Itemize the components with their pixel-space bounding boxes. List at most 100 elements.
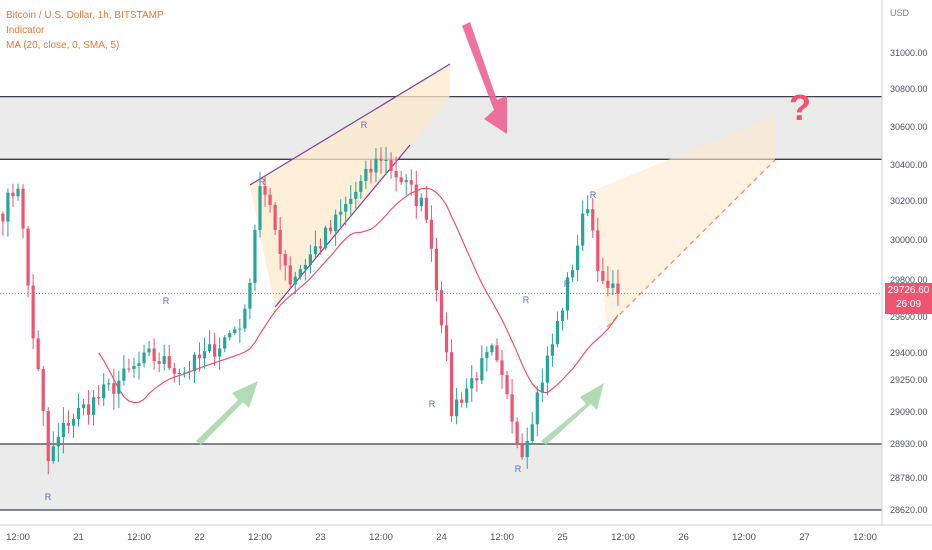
r-label: R	[163, 296, 170, 306]
candle-body	[97, 397, 101, 399]
candle-body	[439, 290, 444, 326]
x-tick-label: 21	[73, 532, 84, 543]
candle-body	[318, 246, 323, 249]
candle-body	[223, 337, 227, 349]
x-tick-label: 25	[557, 532, 568, 543]
candle-body	[218, 348, 222, 357]
pink-arrow-down	[462, 22, 507, 134]
candle-body	[112, 383, 116, 394]
candle-body	[76, 407, 81, 420]
x-tick-label: 12:00	[6, 532, 30, 543]
candle-body	[157, 361, 161, 364]
candle-body	[545, 355, 549, 383]
candle-body	[374, 158, 378, 173]
candle-body	[339, 211, 343, 215]
candle-body	[344, 203, 348, 212]
candle-body	[268, 194, 272, 205]
candle-body	[490, 345, 494, 353]
ma-label[interactable]: MA (20, close, 0, SMA, 5)	[6, 40, 120, 51]
candle-body	[213, 344, 217, 357]
candle-body	[172, 368, 176, 374]
y-tick-label: 31000.00	[890, 48, 928, 58]
y-tick-label: 29600.00	[890, 312, 928, 322]
candle-body	[51, 446, 55, 462]
r-label: R	[361, 120, 368, 130]
candle-body	[379, 158, 383, 161]
support-zone	[0, 444, 882, 510]
x-tick-label: 26	[678, 532, 689, 543]
candle-body	[485, 352, 489, 359]
indicator-label[interactable]: Indicator	[6, 25, 45, 36]
x-axis[interactable]: 12:00 21 12:00 22 12:00 23 12:00 24 12:00 25 12:00…	[0, 524, 932, 543]
candle-body	[243, 308, 247, 329]
candle-body	[273, 204, 277, 230]
candle-body	[510, 394, 514, 422]
candle-body	[308, 254, 313, 265]
candle-body	[328, 227, 333, 232]
candle-body	[16, 188, 20, 197]
candle-body	[36, 338, 40, 370]
legend: Bitcoin / U.S. Dollar, 1h, BITSTAMP Indi…	[6, 8, 164, 53]
wedge-shapes	[249, 63, 776, 328]
y-tick-label: 28930.00	[890, 439, 928, 449]
x-tick-label: 23	[315, 532, 326, 543]
candle-body	[26, 228, 30, 286]
y-tick-label: 29800.00	[890, 275, 928, 285]
candle-body	[162, 356, 166, 364]
annotations: ? R R R R R R R R R	[0, 22, 885, 502]
candle-body	[560, 310, 565, 322]
ma-line	[98, 187, 619, 404]
candle-body	[460, 399, 464, 403]
candle-body	[444, 325, 449, 353]
candle-body	[228, 333, 232, 338]
candle-body	[303, 264, 307, 270]
candle-body	[207, 344, 212, 352]
candle-body	[167, 356, 171, 369]
candle-body	[586, 209, 590, 214]
candle-body	[56, 437, 60, 447]
moving-average	[98, 187, 619, 404]
r-label: R	[45, 492, 52, 502]
projected-wedge-fill	[592, 116, 775, 327]
candle-body	[177, 372, 181, 374]
candle-body	[525, 440, 529, 458]
candle-body	[288, 265, 292, 285]
candle-body	[520, 444, 524, 458]
y-tick-label: 30600.00	[890, 122, 928, 132]
candle-body	[46, 411, 50, 462]
candle-body	[313, 246, 318, 255]
candle-body	[601, 270, 605, 281]
candle-body	[258, 186, 262, 230]
candle-body	[202, 351, 207, 359]
x-tick-label: 27	[799, 532, 810, 543]
y-axis[interactable]: USD 31000.00 30800.00 30600.00 30400.00 30200…	[881, 0, 932, 550]
candle-body	[21, 188, 25, 229]
y-tick-label: 30400.00	[890, 160, 928, 170]
candle-body	[606, 280, 610, 288]
candle-body	[293, 276, 297, 285]
candle-body	[6, 192, 10, 222]
candle-body	[480, 358, 484, 381]
candle-body	[147, 348, 151, 353]
candle-body	[369, 168, 373, 173]
r-label: R	[429, 399, 436, 409]
x-tick-label: 24	[436, 532, 447, 543]
candle-body	[540, 382, 544, 393]
rising-wedge-fill	[250, 64, 450, 307]
candle-body	[278, 229, 282, 255]
candle-body	[570, 270, 575, 278]
candle-body	[409, 180, 413, 185]
candle-body	[394, 170, 398, 178]
candle-body	[616, 283, 620, 294]
candle-body	[555, 321, 560, 345]
symbol-title[interactable]: Bitcoin / U.S. Dollar, 1h, BITSTAMP	[6, 10, 164, 21]
candle-body	[500, 360, 504, 375]
y-tick-label: 28780.00	[890, 473, 928, 483]
candle-body	[505, 374, 509, 395]
candle-body	[248, 282, 252, 309]
candle-body	[137, 363, 141, 366]
x-tick-label: 12:00	[853, 532, 877, 543]
candle-body	[86, 404, 91, 415]
candle-body	[611, 283, 615, 288]
